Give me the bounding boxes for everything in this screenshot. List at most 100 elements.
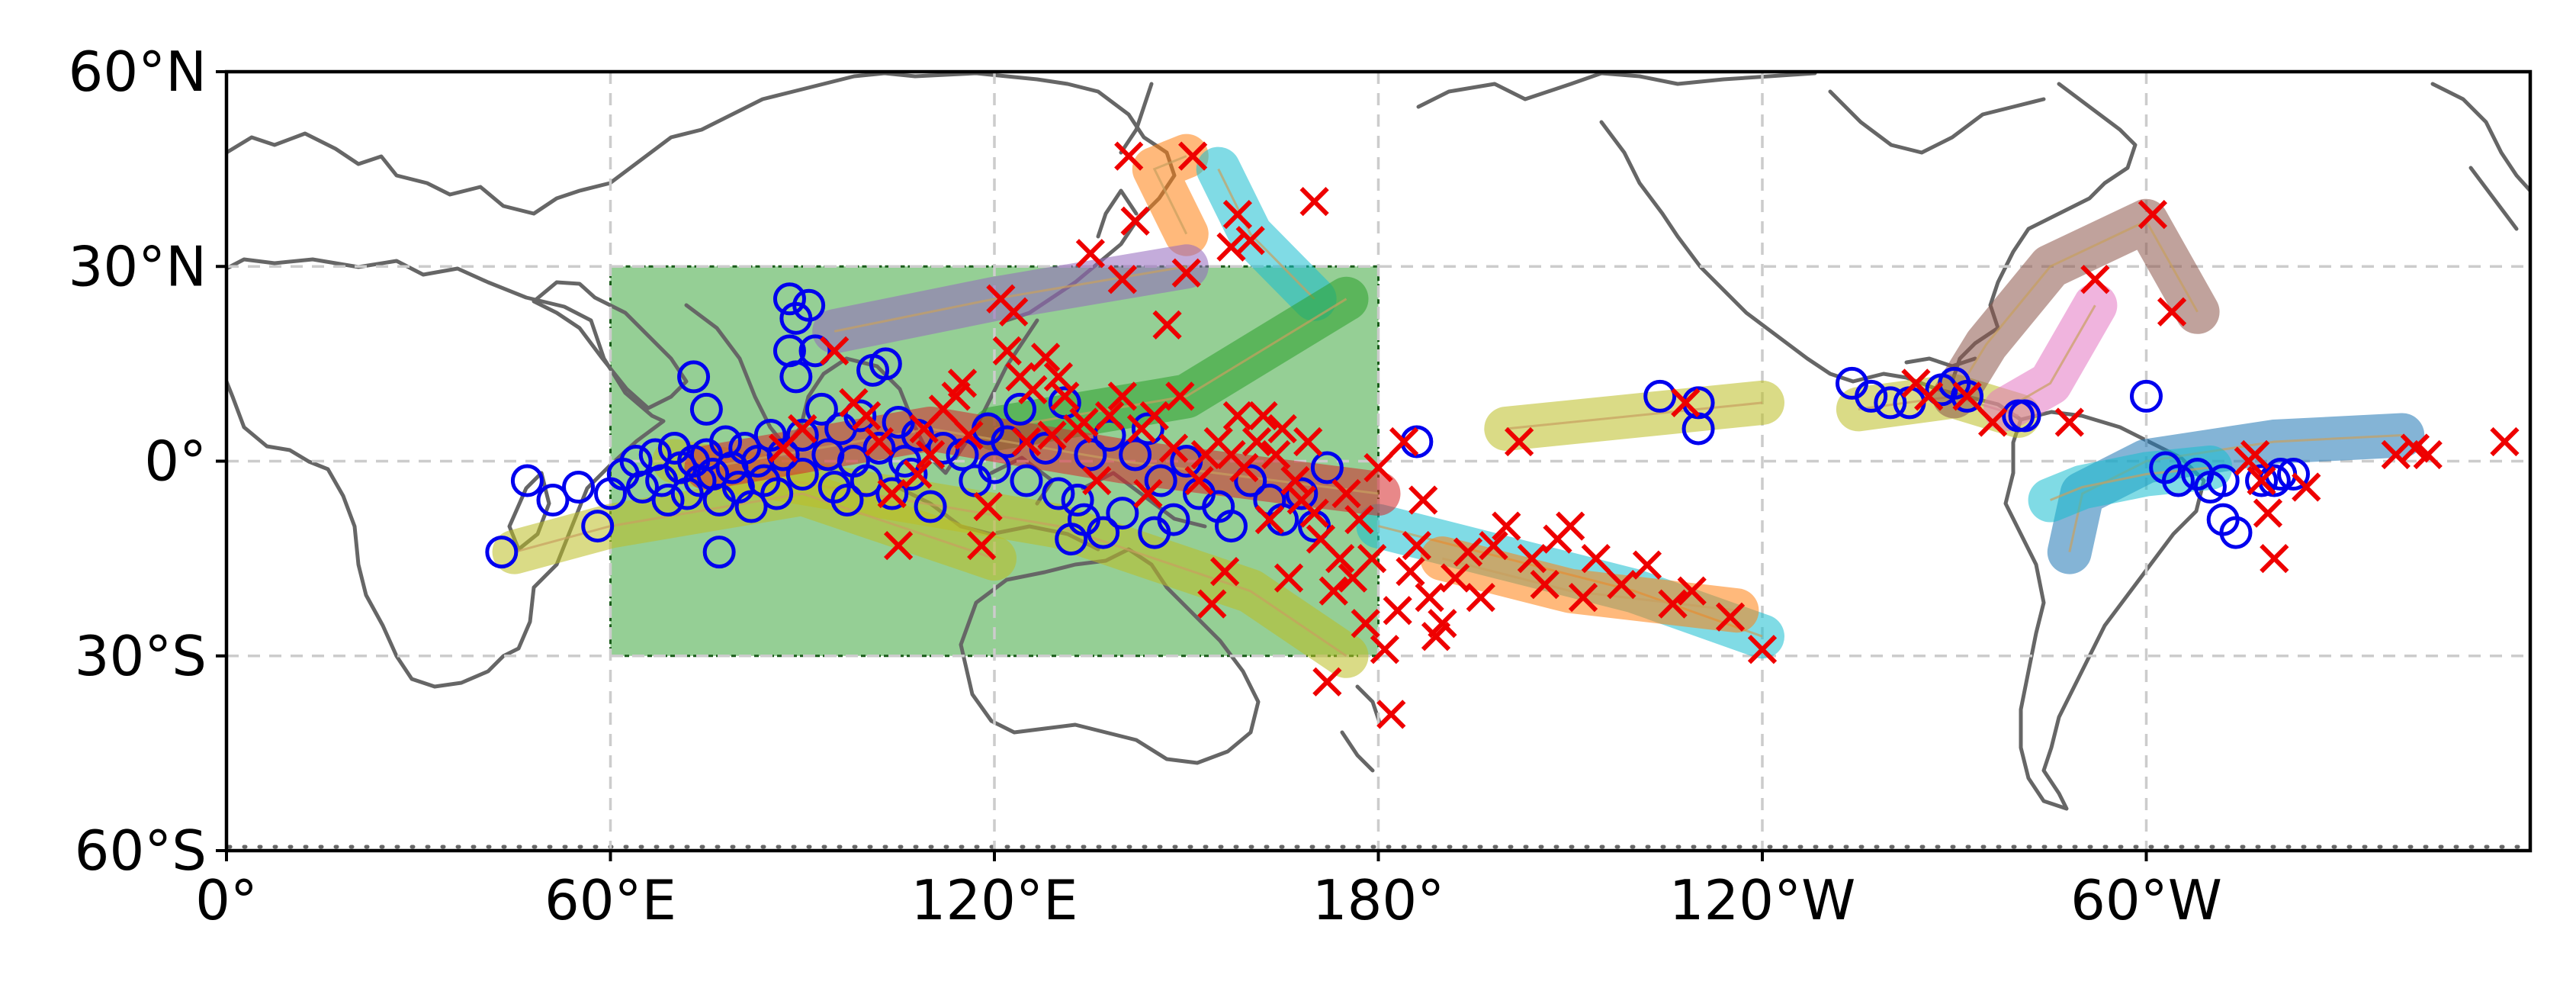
start-marker	[1951, 379, 1984, 413]
x-axis: 0° 60°E 120°E 180° 120°W 60°W	[195, 851, 2222, 932]
end-marker	[992, 336, 1022, 365]
start-marker	[875, 477, 909, 510]
end-marker	[2490, 426, 2520, 457]
end-marker	[1363, 452, 1393, 483]
end-marker	[1222, 401, 1253, 431]
start-marker	[830, 484, 864, 517]
end-marker	[1677, 576, 1707, 606]
end-marker	[2381, 439, 2411, 470]
end-marker	[1107, 265, 1137, 294]
end-marker	[2292, 472, 2321, 502]
start-marker	[734, 490, 768, 523]
end-marker	[1248, 401, 1278, 431]
end-marker	[1152, 310, 1182, 339]
end-marker	[973, 491, 1003, 522]
end-marker	[1299, 187, 1329, 217]
y-tick-label: 30°S	[75, 624, 207, 688]
start-marker	[2130, 379, 2163, 413]
end-marker	[1671, 388, 1701, 418]
end-marker	[1075, 239, 1106, 269]
end-marker	[1370, 635, 1400, 664]
coastline-japan	[1096, 82, 1154, 239]
end-marker	[1158, 433, 1189, 463]
end-marker	[1441, 563, 1470, 593]
y-tick-label: 60°S	[75, 819, 207, 883]
end-marker	[1517, 544, 1547, 574]
end-marker	[1050, 381, 1080, 411]
end-marker	[884, 530, 914, 561]
end-marker	[1133, 478, 1163, 509]
end-marker	[1396, 557, 1425, 587]
end-marker	[852, 401, 882, 431]
end-marker	[1607, 570, 1636, 600]
end-marker	[1018, 375, 1048, 405]
end-marker	[2413, 439, 2443, 470]
start-marker	[1874, 386, 1907, 420]
start-marker	[651, 484, 685, 517]
coastline-europe-west	[2430, 82, 2530, 231]
end-marker	[1107, 381, 1137, 411]
x-tick-label: 0°	[195, 868, 258, 932]
end-marker	[1658, 589, 1688, 619]
end-marker	[2054, 407, 2084, 437]
start-marker	[869, 347, 902, 381]
end-marker	[967, 530, 997, 561]
end-marker	[1178, 141, 1208, 171]
track-line	[1506, 401, 1763, 430]
end-marker	[999, 297, 1029, 327]
end-marker	[2260, 544, 2289, 574]
end-marker	[1254, 504, 1284, 535]
end-marker	[1428, 609, 1457, 639]
end-marker	[1184, 465, 1214, 496]
start-marker	[1234, 464, 1267, 497]
end-marker	[1011, 426, 1042, 457]
end-marker	[864, 426, 895, 457]
end-marker	[1977, 407, 2008, 437]
end-marker	[2080, 265, 2110, 294]
start-marker	[1061, 484, 1094, 517]
end-marker	[947, 368, 978, 398]
track-line	[1953, 219, 2199, 397]
start-marker	[702, 536, 736, 569]
start-marker	[625, 471, 659, 504]
end-marker	[1209, 557, 1240, 587]
start-marker	[1285, 477, 1319, 510]
start-marker	[1214, 510, 1248, 543]
start-marker	[536, 484, 570, 517]
start-marker	[1087, 516, 1120, 549]
x-tick-label: 120°W	[1669, 868, 1856, 932]
end-marker	[1197, 589, 1227, 619]
end-marker	[1331, 478, 1361, 509]
end-marker	[1280, 465, 1310, 496]
start-marker	[895, 458, 928, 491]
x-tick-label: 120°E	[911, 868, 1078, 932]
end-marker	[1325, 544, 1355, 574]
start-marker	[1855, 379, 1888, 413]
start-marker	[991, 425, 1024, 458]
end-marker	[1319, 576, 1348, 606]
end-marker	[1165, 381, 1195, 411]
start-marker	[798, 334, 832, 368]
y-tick-label: 60°N	[69, 40, 207, 104]
end-markers	[768, 141, 2520, 729]
start-marker	[760, 477, 794, 510]
x-tick-label: 60°E	[544, 868, 676, 932]
end-marker	[1043, 362, 1074, 392]
start-marker	[779, 360, 813, 394]
start-marker	[785, 458, 819, 491]
coastline-africa	[226, 257, 666, 689]
end-marker	[1139, 401, 1169, 431]
end-marker	[1094, 401, 1125, 431]
end-marker	[1581, 544, 1611, 574]
track-line	[1152, 155, 1188, 235]
start-marker	[2161, 464, 2195, 497]
start-marker	[1131, 412, 1164, 446]
track-line	[706, 427, 1379, 495]
start-marker	[843, 399, 877, 433]
end-marker	[1241, 426, 1272, 457]
end-marker	[1344, 504, 1374, 535]
end-marker	[820, 336, 850, 365]
start-marker	[1157, 503, 1190, 536]
start-marker	[1010, 464, 1043, 497]
start-marker	[689, 392, 723, 426]
